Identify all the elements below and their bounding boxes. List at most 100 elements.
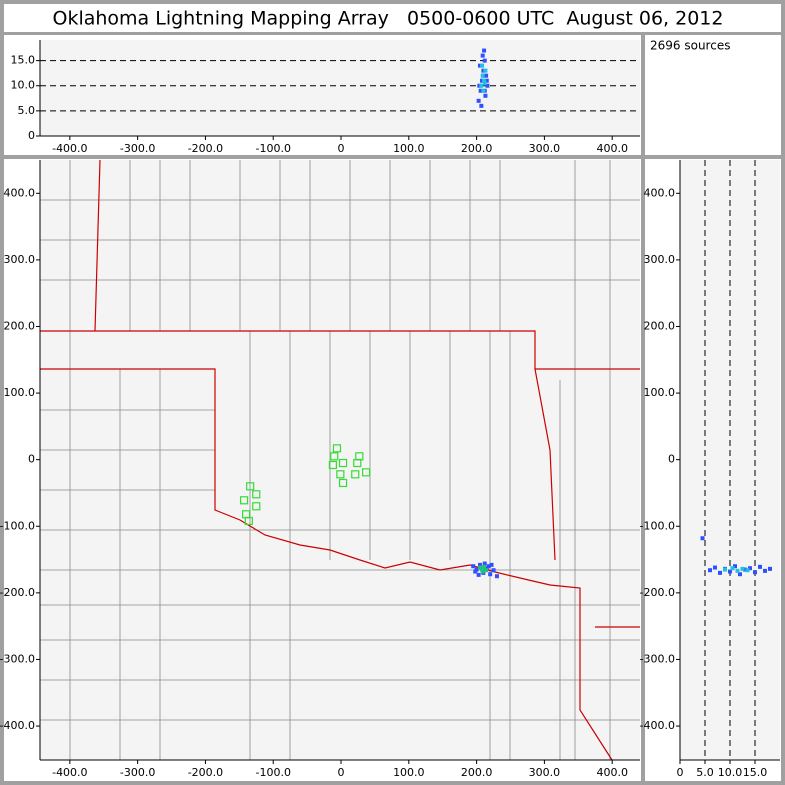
source bbox=[482, 561, 487, 566]
source bbox=[494, 574, 499, 579]
source bbox=[482, 564, 487, 569]
station bbox=[328, 460, 337, 470]
x-tick-label: -400.0 bbox=[52, 766, 87, 779]
source bbox=[484, 73, 489, 78]
station bbox=[362, 468, 371, 477]
x-tick-label: -200.0 bbox=[188, 142, 223, 155]
source-count: 2696 sources bbox=[650, 39, 730, 53]
x-tick-label: 0 bbox=[338, 142, 345, 155]
source bbox=[478, 63, 482, 68]
source bbox=[481, 88, 486, 93]
x-tick-label: 400.0 bbox=[596, 766, 628, 779]
count-panel bbox=[645, 35, 781, 155]
x-tick-label: 15.0 bbox=[743, 766, 768, 779]
source bbox=[476, 572, 481, 577]
y-tick-label: -200.0 bbox=[640, 586, 675, 599]
source bbox=[481, 68, 486, 73]
source bbox=[480, 73, 485, 78]
county-lines bbox=[40, 160, 640, 760]
source bbox=[768, 566, 772, 571]
source bbox=[718, 570, 722, 575]
y-tick-label: 400.0 bbox=[644, 186, 676, 199]
source bbox=[473, 569, 478, 574]
source bbox=[479, 103, 484, 108]
x-tick-label: 300.0 bbox=[529, 142, 561, 155]
source bbox=[735, 568, 740, 573]
x-tick-label: 100.0 bbox=[393, 766, 425, 779]
y-tick-label: 200.0 bbox=[4, 319, 36, 332]
y-tick-label: -100.0 bbox=[640, 519, 675, 532]
title-bar bbox=[4, 4, 781, 32]
source bbox=[480, 53, 485, 58]
station bbox=[353, 458, 362, 468]
source bbox=[482, 48, 487, 53]
source bbox=[482, 58, 487, 63]
y-tick-label: 0 bbox=[28, 453, 35, 466]
source bbox=[480, 63, 485, 68]
x-tick-label: 0 bbox=[677, 766, 684, 779]
station bbox=[244, 516, 253, 526]
station bbox=[246, 482, 255, 491]
x-tick-label: 400.0 bbox=[596, 142, 628, 155]
station bbox=[338, 458, 348, 468]
x-tick-label: -100.0 bbox=[255, 142, 290, 155]
source bbox=[758, 564, 762, 569]
y-tick-label: -400.0 bbox=[640, 719, 675, 732]
station bbox=[336, 470, 345, 479]
source bbox=[753, 570, 757, 575]
x-tick-label: -300.0 bbox=[120, 142, 155, 155]
source bbox=[485, 83, 490, 88]
source bbox=[708, 568, 712, 573]
source bbox=[478, 562, 482, 567]
source bbox=[483, 93, 488, 98]
source bbox=[723, 567, 727, 572]
y-tick-label: 300.0 bbox=[644, 253, 676, 266]
source bbox=[740, 566, 745, 571]
source bbox=[488, 572, 493, 577]
x-tick-label: 200.0 bbox=[461, 766, 493, 779]
y-tick-label: -300.0 bbox=[0, 652, 35, 665]
x-tick-label: 5.0 bbox=[696, 766, 714, 779]
x-tick-label: 0 bbox=[338, 766, 345, 779]
y-tick-label: 100.0 bbox=[4, 386, 36, 399]
station bbox=[239, 496, 249, 505]
source bbox=[483, 68, 488, 73]
plots: -400.0 -300.0 -200.0 -100.0 0 100.0 200.0 300.0… bbox=[0, 40, 780, 779]
source bbox=[471, 564, 476, 569]
source bbox=[700, 536, 705, 541]
source bbox=[733, 564, 737, 569]
x-tick-label: 200.0 bbox=[461, 142, 493, 155]
title: Oklahoma Lightning Mapping Array 0500-06… bbox=[53, 8, 724, 30]
y-tick-label: -100.0 bbox=[0, 519, 35, 532]
source bbox=[743, 567, 747, 572]
state-borders bbox=[40, 159, 640, 761]
x-tick-label: -200.0 bbox=[188, 766, 223, 779]
source bbox=[480, 569, 485, 574]
y-tick-label: -200.0 bbox=[0, 586, 35, 599]
top-plot-area bbox=[40, 40, 640, 136]
station bbox=[332, 444, 342, 453]
source bbox=[763, 568, 767, 573]
x-tick-label: -400.0 bbox=[52, 142, 87, 155]
station bbox=[252, 490, 261, 499]
x-tick-label: 100.0 bbox=[393, 142, 425, 155]
y-tick-label: -300.0 bbox=[640, 652, 675, 665]
y-tick-label: 15.0 bbox=[11, 54, 36, 67]
source bbox=[480, 78, 485, 83]
source bbox=[482, 78, 487, 83]
source bbox=[486, 564, 491, 569]
source bbox=[713, 565, 717, 570]
station bbox=[252, 502, 261, 511]
source bbox=[745, 568, 750, 573]
source bbox=[482, 81, 487, 86]
y-tick-label: 5.0 bbox=[18, 104, 36, 117]
station bbox=[338, 478, 348, 488]
x-tick-label: 10.0 bbox=[718, 766, 743, 779]
x-tick-label: 300.0 bbox=[529, 766, 561, 779]
y-tick-label: 200.0 bbox=[644, 319, 676, 332]
source bbox=[730, 566, 735, 571]
y-tick-label: 0 bbox=[28, 129, 35, 142]
x-tick-label: -100.0 bbox=[255, 766, 290, 779]
source bbox=[476, 98, 481, 103]
